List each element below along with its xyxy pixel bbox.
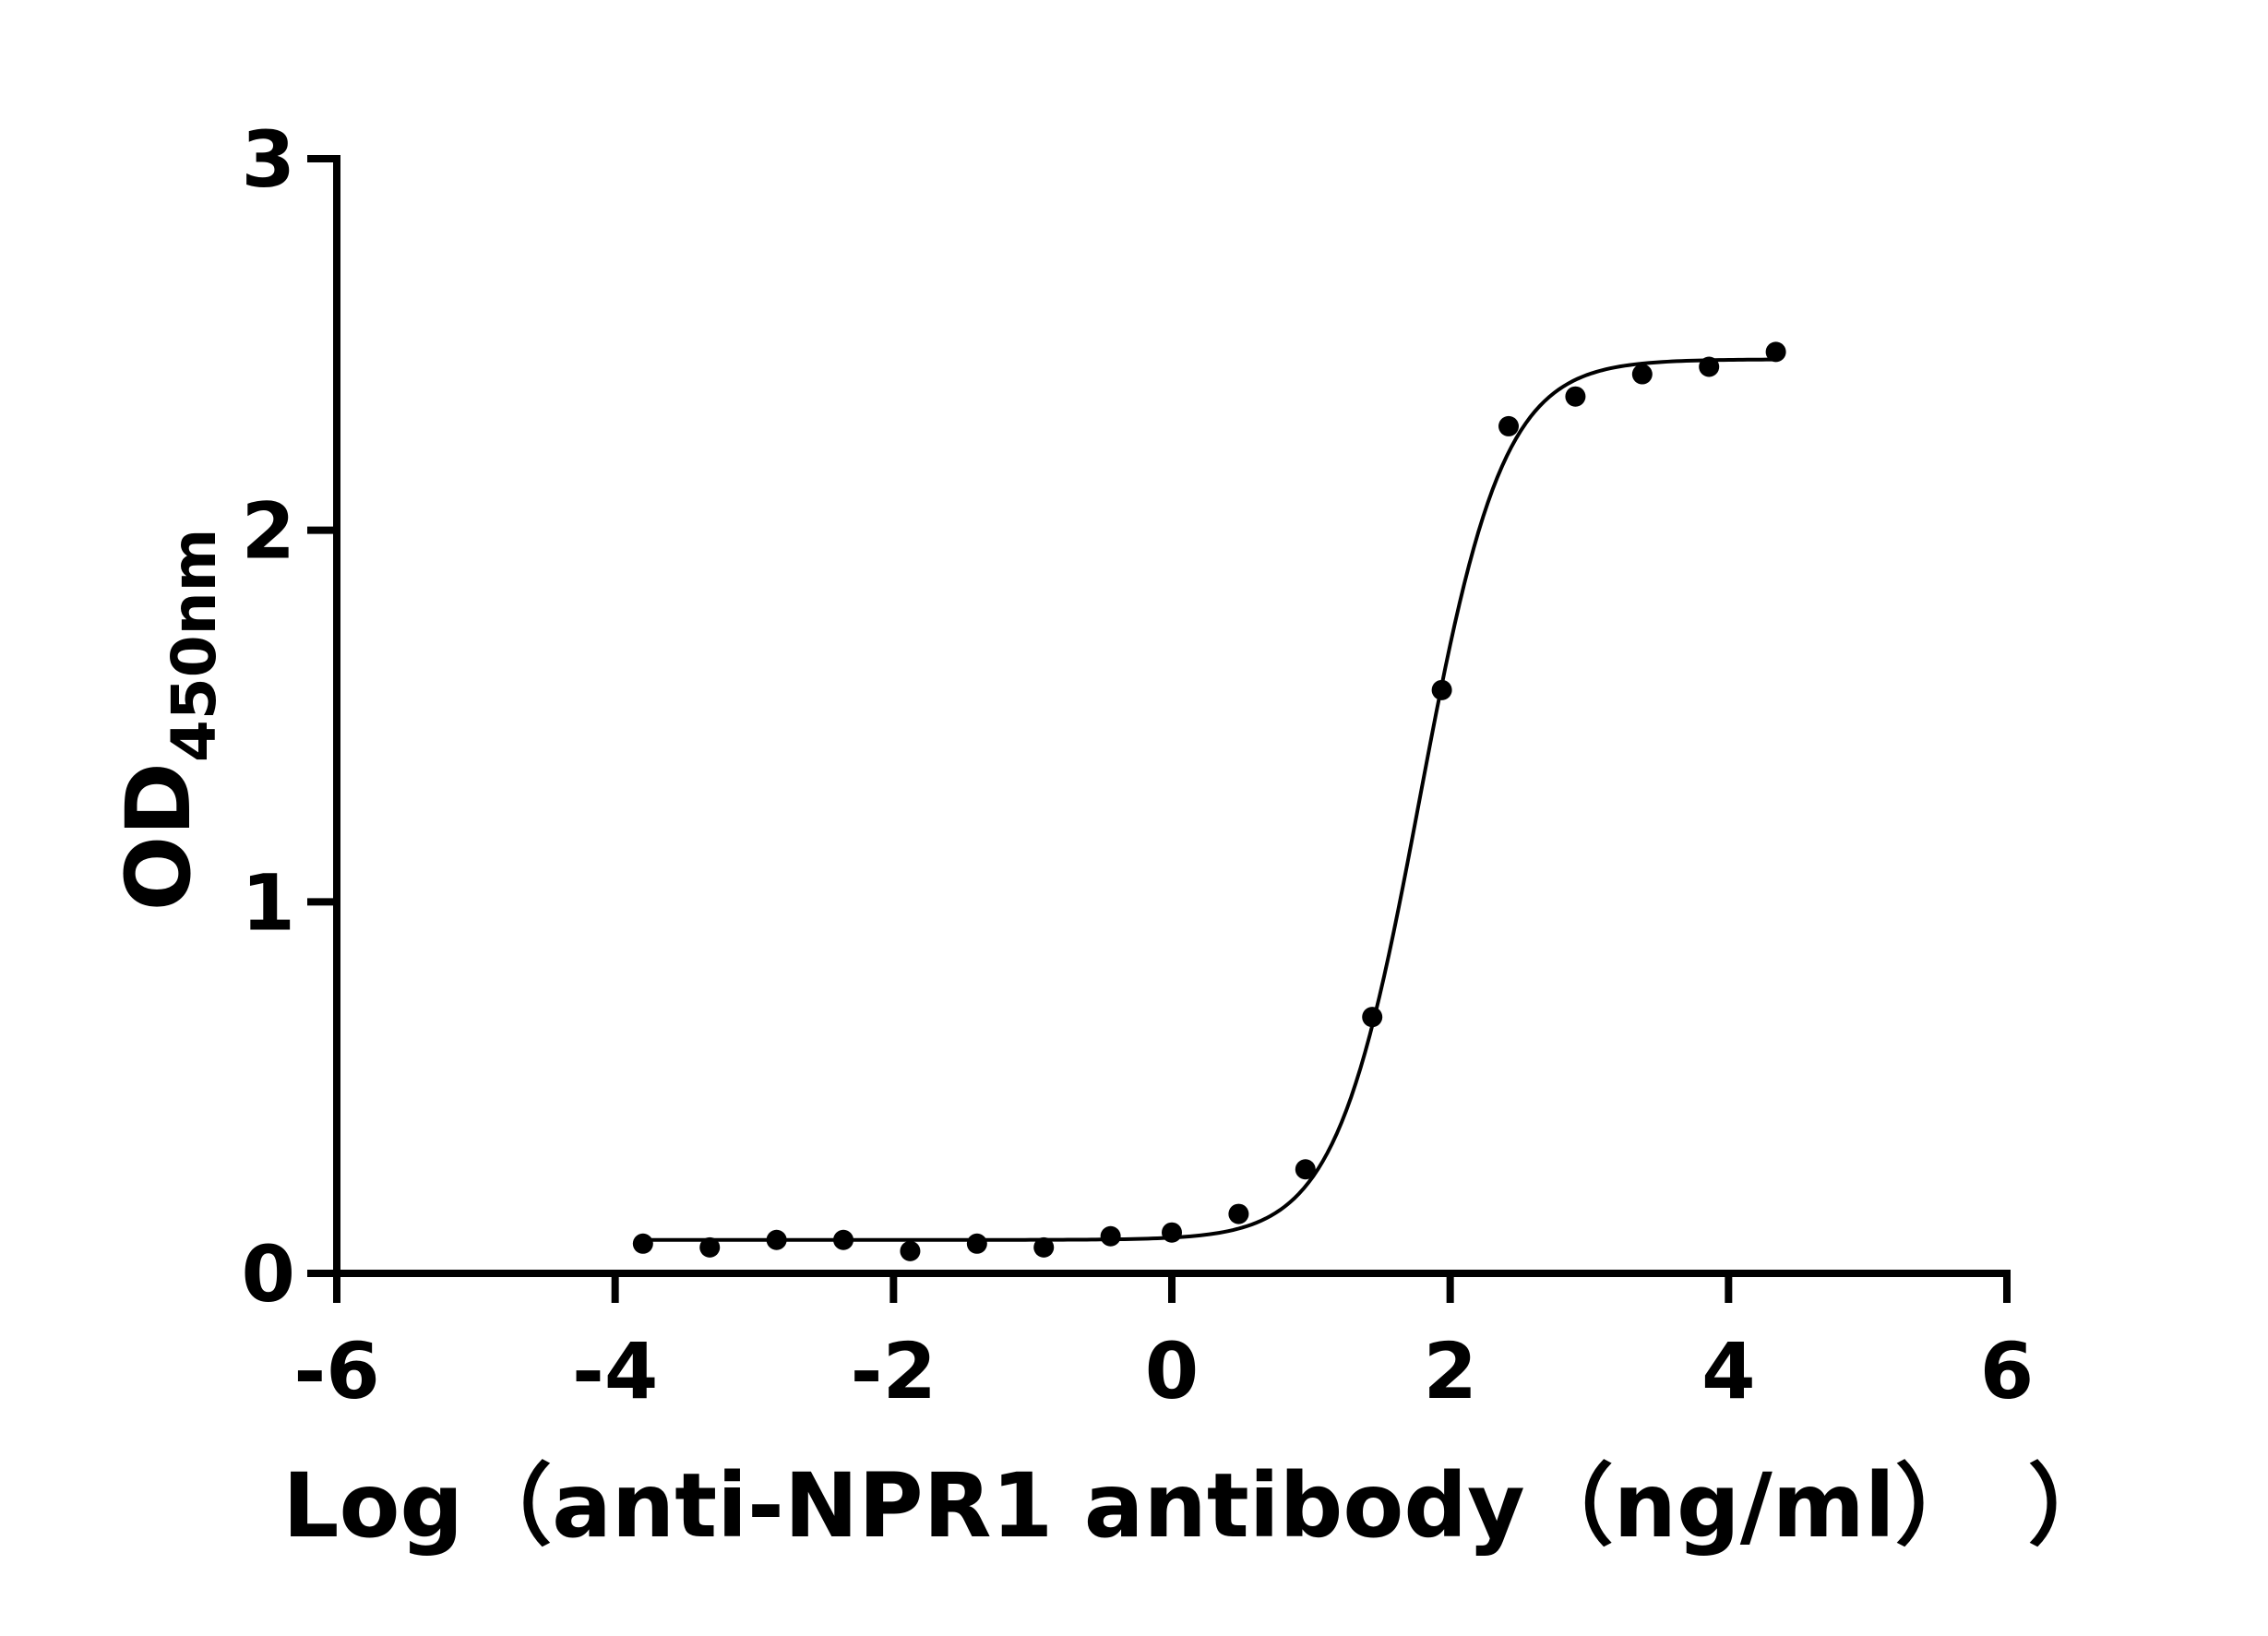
data-point-0-10 xyxy=(1295,1159,1316,1180)
y-tick-label-0: 0 xyxy=(242,1229,295,1320)
x-tick-label-5: 4 xyxy=(1701,1326,1755,1416)
data-point-0-2 xyxy=(766,1229,787,1250)
data-point-0-1 xyxy=(699,1236,721,1258)
data-point-0-5 xyxy=(966,1233,987,1254)
data-point-0-3 xyxy=(833,1229,854,1250)
data-point-0-8 xyxy=(1162,1222,1182,1243)
data-point-0-12 xyxy=(1431,679,1452,700)
data-point-0-7 xyxy=(1100,1225,1121,1247)
data-point-0-14 xyxy=(1565,386,1586,407)
y-tick-label-2: 2 xyxy=(242,486,295,577)
data-point-0-4 xyxy=(900,1240,921,1261)
x-ticks: -6 -4 -2 0 2 4 6 xyxy=(293,1273,2034,1416)
fit-curve xyxy=(642,357,1776,1242)
data-point-0-16 xyxy=(1699,356,1720,377)
x-axis-title: Log（anti-NPR1 antibody（ng/ml） ） xyxy=(282,1454,2116,1558)
y-axis-title: OD450nm xyxy=(107,529,230,912)
x-tick-label-2: -2 xyxy=(851,1326,937,1416)
y-tick-label-3: 3 xyxy=(242,114,295,205)
y-ticks: 0 1 2 3 xyxy=(242,114,337,1320)
data-point-0-15 xyxy=(1631,364,1653,385)
data-points xyxy=(632,341,1786,1261)
y-axis-title-subscript: 450nm xyxy=(159,529,230,763)
data-point-0-9 xyxy=(1228,1203,1249,1224)
x-tick-label-4: 2 xyxy=(1423,1326,1476,1416)
x-tick-label-0: -6 xyxy=(293,1326,379,1416)
data-point-0-6 xyxy=(1033,1236,1055,1258)
data-point-0-13 xyxy=(1498,415,1520,436)
x-tick-label-1: -4 xyxy=(572,1326,658,1416)
y-tick-label-1: 1 xyxy=(242,857,295,948)
x-tick-label-6: 6 xyxy=(1980,1326,2034,1416)
axes xyxy=(333,155,2011,1277)
x-tick-label-3: 0 xyxy=(1145,1326,1199,1416)
y-axis-title-main: OD xyxy=(107,762,210,911)
data-point-0-11 xyxy=(1362,1007,1383,1028)
data-point-0-0 xyxy=(632,1233,653,1254)
data-point-0-17 xyxy=(1765,341,1786,363)
